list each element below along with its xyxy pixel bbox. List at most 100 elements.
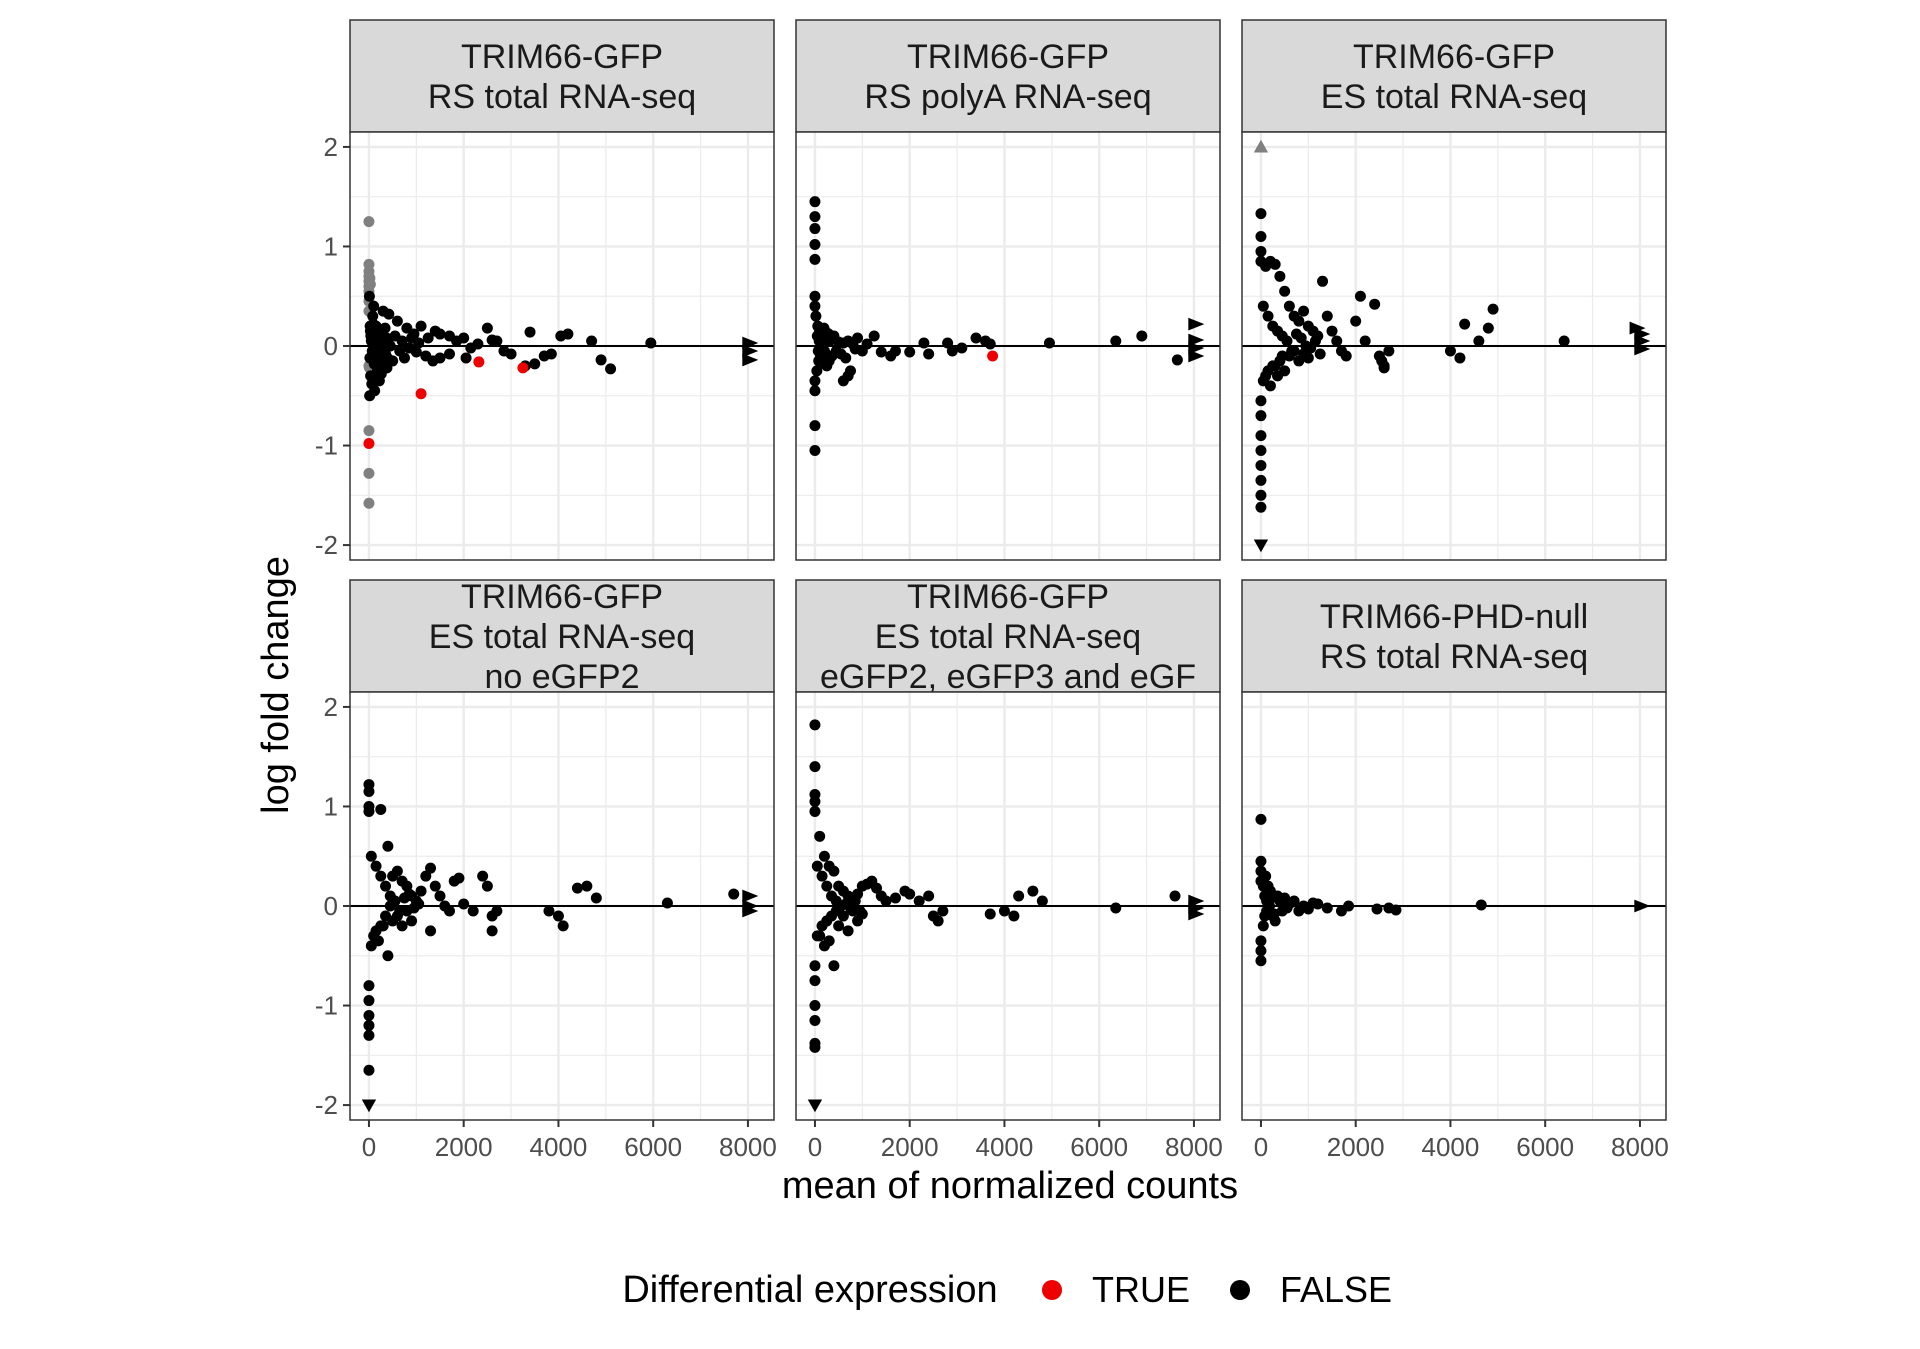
- point-not-de: [381, 352, 393, 364]
- out-of-range-marker: [1188, 349, 1205, 363]
- point-not-de: [425, 862, 437, 874]
- point-not-de: [1281, 335, 1293, 347]
- point-not-de: [1110, 902, 1122, 914]
- point-not-de: [1274, 270, 1286, 282]
- point-not-de: [1354, 290, 1366, 302]
- point-not-de: [1473, 335, 1485, 347]
- point-not-de: [1272, 370, 1284, 382]
- point-not-de: [809, 719, 821, 731]
- point-not-de: [809, 290, 821, 302]
- point-low-count: [363, 425, 375, 437]
- y-tick-label: 1: [324, 791, 338, 821]
- point-not-de: [1321, 310, 1333, 322]
- point-not-de: [368, 300, 380, 312]
- out-of-range-marker: [1634, 342, 1651, 356]
- point-not-de: [370, 860, 382, 872]
- point-not-de: [904, 346, 916, 358]
- point-not-de: [809, 1041, 821, 1053]
- point-not-de: [1110, 335, 1122, 347]
- point-not-de: [396, 920, 408, 932]
- panel-border: [795, 691, 1221, 1121]
- point-de: [517, 362, 529, 374]
- point-not-de: [809, 445, 821, 457]
- point-not-de: [1262, 310, 1274, 322]
- point-not-de: [810, 310, 822, 322]
- point-not-de: [365, 850, 377, 862]
- panel-border: [1241, 131, 1667, 561]
- facet-title-line: ES total RNA-seq: [1321, 78, 1587, 116]
- point-not-de: [413, 898, 425, 910]
- points-group: [1255, 208, 1570, 513]
- point-not-de: [1255, 855, 1267, 867]
- point-not-de: [842, 925, 854, 937]
- point-not-de: [382, 840, 394, 852]
- facet-title-line: TRIM66-GFP: [907, 578, 1109, 616]
- point-not-de: [406, 915, 418, 927]
- out-of-range-marker: [742, 353, 759, 367]
- point-not-de: [472, 338, 484, 350]
- point-not-de: [368, 358, 380, 370]
- point-not-de: [481, 322, 493, 334]
- point-not-de: [946, 345, 958, 357]
- point-not-de: [586, 335, 598, 347]
- point-not-de: [824, 350, 836, 362]
- facet-title-line: RS total RNA-seq: [428, 78, 696, 116]
- facet-title-line: TRIM66-GFP: [907, 38, 1109, 76]
- point-not-de: [365, 940, 377, 952]
- point-not-de: [1169, 890, 1181, 902]
- point-not-de: [861, 338, 873, 350]
- point-not-de: [828, 865, 840, 877]
- points-group: [809, 719, 1181, 1053]
- point-low-count: [364, 278, 376, 290]
- point-not-de: [1255, 945, 1267, 957]
- facet-title-line: ES total RNA-seq: [429, 618, 695, 656]
- point-not-de: [363, 290, 375, 302]
- point-not-de: [1268, 908, 1280, 920]
- point-not-de: [380, 910, 392, 922]
- point-not-de: [849, 895, 861, 907]
- point-not-de: [425, 925, 437, 937]
- point-not-de: [1383, 345, 1395, 357]
- point-not-de: [1027, 885, 1039, 897]
- point-not-de: [396, 335, 408, 347]
- point-not-de: [1255, 813, 1267, 825]
- legend-false-label: FALSE: [1280, 1269, 1392, 1310]
- point-not-de: [1487, 303, 1499, 315]
- point-not-de: [1257, 880, 1269, 892]
- point-not-de: [367, 310, 379, 322]
- point-not-de: [809, 1014, 821, 1026]
- point-not-de: [581, 880, 593, 892]
- point-not-de: [491, 335, 503, 347]
- point-not-de: [443, 348, 455, 360]
- panel-border: [795, 131, 1221, 561]
- point-not-de: [1255, 245, 1267, 257]
- point-not-de: [363, 805, 375, 817]
- point-not-de: [391, 865, 403, 877]
- facet-title-line: RS polyA RNA-seq: [864, 78, 1151, 116]
- point-not-de: [413, 337, 425, 349]
- point-not-de: [1314, 348, 1326, 360]
- out-of-range-marker: [742, 344, 759, 358]
- point-not-de: [467, 905, 479, 917]
- point-not-de: [1283, 300, 1295, 312]
- point-not-de: [1317, 275, 1329, 287]
- point-not-de: [1269, 258, 1281, 270]
- point-not-de: [645, 337, 657, 349]
- facet-title-line: TRIM66-GFP: [461, 38, 663, 76]
- facet-title-line: eGFP2, eGFP3 and eGF: [820, 658, 1196, 696]
- point-not-de: [1293, 315, 1305, 327]
- point-not-de: [889, 345, 901, 357]
- point-not-de: [481, 880, 493, 892]
- point-not-de: [364, 390, 376, 402]
- point-not-de: [1558, 335, 1570, 347]
- point-not-de: [809, 795, 821, 807]
- point-not-de: [1378, 362, 1390, 374]
- point-not-de: [1257, 920, 1269, 932]
- facet-title-line: TRIM66-GFP: [461, 578, 663, 616]
- facet-strip: [349, 19, 775, 133]
- point-not-de: [375, 803, 387, 815]
- point-not-de: [415, 885, 427, 897]
- point-not-de: [932, 915, 944, 927]
- point-not-de: [1340, 350, 1352, 362]
